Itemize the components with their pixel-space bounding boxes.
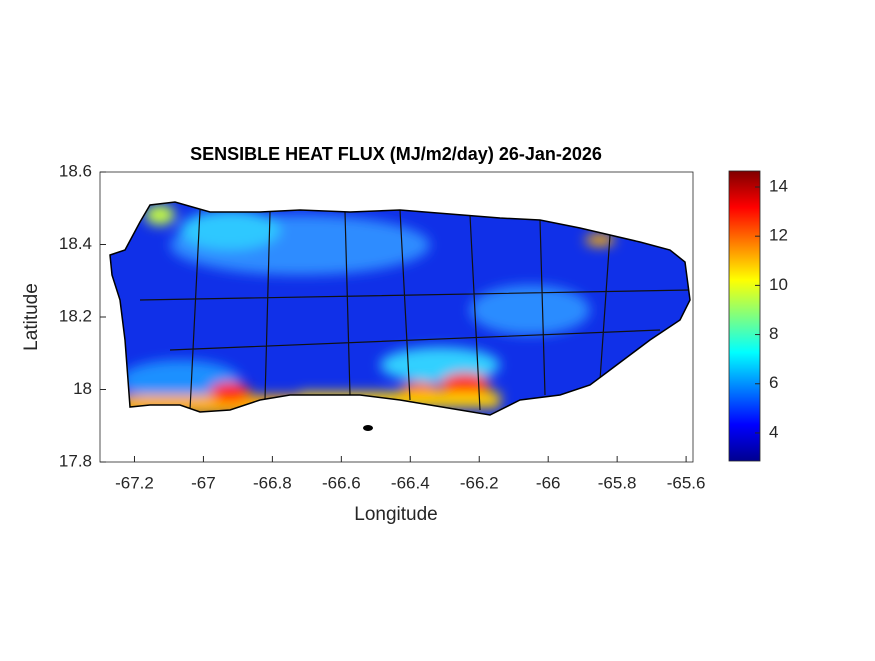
x-tick-label: -65.6 xyxy=(667,473,706,492)
colorbar xyxy=(728,170,761,462)
colorbar-tick-label: 4 xyxy=(769,422,778,441)
y-tick-label: 17.8 xyxy=(59,451,92,470)
x-tick-label: -66.8 xyxy=(253,473,292,492)
islet xyxy=(363,425,373,431)
chart-title: SENSIBLE HEAT FLUX (MJ/m2/day) 26-Jan-20… xyxy=(190,144,602,164)
y-tick-label: 18.2 xyxy=(59,306,92,325)
x-axis-label: Longitude xyxy=(354,504,437,525)
x-tick-label: -66 xyxy=(536,473,561,492)
y-tick-label: 18.4 xyxy=(59,234,92,253)
colorbar-tick-label: 6 xyxy=(769,373,778,392)
x-tick-label: -67 xyxy=(191,473,216,492)
colorbar-tick-label: 10 xyxy=(769,275,788,294)
x-tick-label: -65.8 xyxy=(598,473,637,492)
y-tick-label: 18.6 xyxy=(59,161,92,180)
colorbar-tick-label: 12 xyxy=(769,226,788,245)
x-tick-label: -66.2 xyxy=(460,473,499,492)
colorbar-tick-label: 8 xyxy=(769,324,778,343)
y-axis-label: Latitude xyxy=(21,283,42,351)
y-tick-label: 18 xyxy=(73,379,92,398)
x-tick-label: -67.2 xyxy=(115,473,154,492)
x-tick-label: -66.6 xyxy=(322,473,361,492)
x-tick-label: -66.4 xyxy=(391,473,430,492)
island-field xyxy=(110,202,690,415)
colorbar-tick-label: 14 xyxy=(769,176,788,195)
